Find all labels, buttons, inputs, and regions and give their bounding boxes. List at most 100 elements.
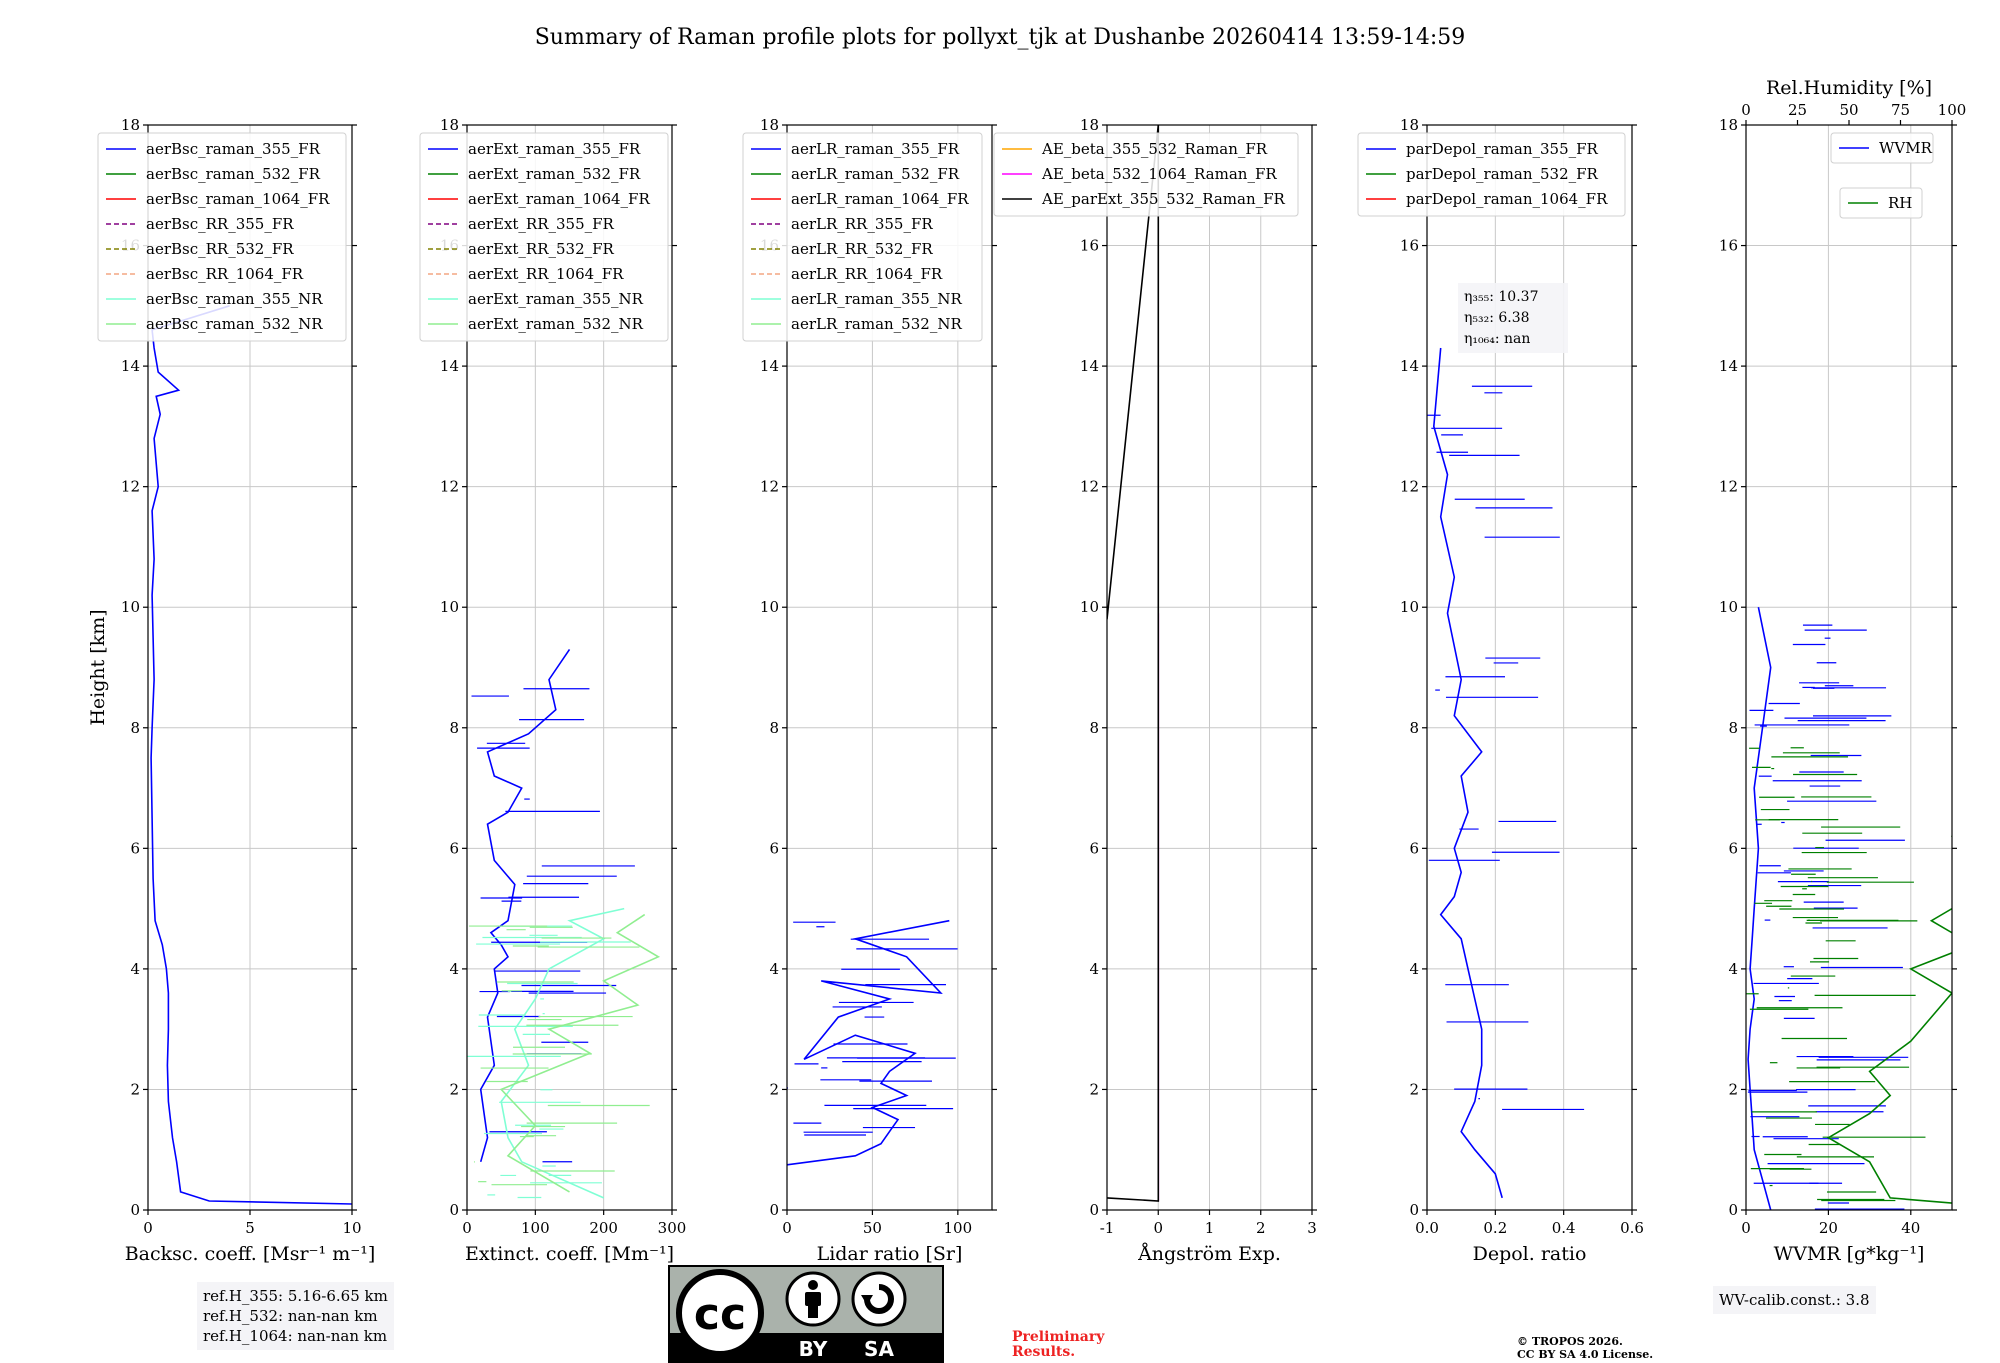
- y-tick-label: 6: [130, 839, 140, 857]
- copyright-line-2: CC BY SA 4.0 License.: [1517, 1348, 1654, 1361]
- reference-height-box: ref.H_355: 5.16-6.65 km ref.H_532: nan-n…: [197, 1282, 394, 1350]
- legend-label: aerExt_RR_355_FR: [468, 215, 615, 233]
- y-tick-label: 8: [130, 719, 140, 737]
- y-tick-label: 8: [1409, 719, 1419, 737]
- legend-label: AE_beta_355_532_Raman_FR: [1041, 140, 1268, 158]
- y-tick-label: 10: [440, 598, 459, 616]
- legend-label: aerExt_raman_532_FR: [468, 165, 641, 183]
- legend-label: parDepol_raman_1064_FR: [1406, 190, 1608, 208]
- x-axis-label: Ångström Exp.: [1137, 1243, 1281, 1265]
- legend-box: [419, 132, 669, 342]
- panel-ext: 0246810121416180100200300Extinct. coeff.…: [419, 116, 687, 1265]
- panel-bsc: 0246810121416180510Backsc. coeff. [Msr⁻¹…: [87, 116, 375, 1265]
- y-tick-label: 12: [440, 478, 459, 496]
- y-tick-label: 12: [760, 478, 779, 496]
- legend-label: AE_parExt_355_532_Raman_FR: [1041, 190, 1286, 208]
- y-tick-label: 6: [1728, 839, 1738, 857]
- ref-h-1064-text: ref.H_1064: nan-nan km: [203, 1327, 388, 1345]
- legend-box: [742, 132, 983, 342]
- y-tick-label: 14: [1080, 357, 1099, 375]
- y-tick-label: 4: [1728, 960, 1738, 978]
- x-tick-label: 0.2: [1483, 1219, 1507, 1237]
- legend-label: aerExt_RR_532_FR: [468, 240, 615, 258]
- x-tick-label: 0.6: [1620, 1219, 1644, 1237]
- annotation-text: η₅₃₂: 6.38: [1464, 310, 1530, 326]
- copyright-line-1: © TROPOS 2026.: [1517, 1335, 1623, 1348]
- legend-label: aerBsc_RR_355_FR: [146, 215, 294, 233]
- panels: 0246810121416180510Backsc. coeff. [Msr⁻¹…: [87, 77, 1966, 1265]
- legend-label: WVMR: [1879, 139, 1933, 157]
- x-tick-label: 1: [1205, 1219, 1215, 1237]
- legend-label: aerLR_RR_1064_FR: [791, 265, 943, 283]
- copyright-note: © TROPOS 2026. CC BY SA 4.0 License.: [1517, 1335, 1653, 1361]
- legend-label: RH: [1888, 194, 1912, 212]
- legend-label: aerLR_raman_532_NR: [791, 315, 962, 333]
- y-tick-label: 18: [760, 116, 779, 134]
- x-axis-label: Backsc. coeff. [Msr⁻¹ m⁻¹]: [125, 1243, 376, 1265]
- panel-depol: 0 2 4 6 8 10 12 14 16 18 0.0 0.2 0.4 0.6 Depol. ratio p…: [1357, 116, 1644, 1265]
- y-tick-label: 14: [1719, 357, 1738, 375]
- x-tick-label: 100: [521, 1219, 550, 1237]
- y-tick-label: 6: [1089, 839, 1099, 857]
- legend-box: [1357, 132, 1626, 217]
- y-tick-label: 10: [1719, 598, 1738, 616]
- x-tick-label: 50: [863, 1219, 882, 1237]
- y-tick-label: 18: [1080, 116, 1099, 134]
- y-tick-label: 12: [1719, 478, 1738, 496]
- ref-h-532-text: ref.H_532: nan-nan km: [203, 1307, 378, 1325]
- series-line-parDepol_raman_355_FR: [1432, 347, 1503, 1199]
- series-group: [1746, 607, 1952, 1210]
- legend-box: [1839, 187, 1923, 219]
- x-tick-label: -1: [1100, 1219, 1115, 1237]
- legend-box: [97, 132, 347, 342]
- y-tick-label: 10: [1400, 598, 1419, 616]
- y-tick-label: 8: [449, 719, 459, 737]
- legend-label: aerBsc_raman_532_FR: [146, 165, 321, 183]
- legend-label: aerExt_raman_1064_FR: [468, 190, 650, 208]
- legend-label: parDepol_raman_532_FR: [1406, 165, 1599, 183]
- wv-calibration-box: WV-calib.const.: 3.8: [1713, 1286, 1876, 1314]
- x-tick-label: 5: [245, 1219, 255, 1237]
- legend-label: aerExt_raman_355_FR: [468, 140, 641, 158]
- x-axis-label: WVMR [g*kg⁻¹]: [1774, 1243, 1925, 1265]
- y-tick-label: 12: [1080, 478, 1099, 496]
- y-tick-label: 0: [1409, 1201, 1419, 1219]
- x-tick-label: 20: [1819, 1219, 1838, 1237]
- y-tick-label: 0: [130, 1201, 140, 1219]
- y-tick-label: 14: [440, 357, 459, 375]
- y-tick-label: 16: [1719, 237, 1738, 255]
- x-tick-label: 0: [1741, 1219, 1751, 1237]
- axes-frame: [1745, 124, 1953, 1211]
- y-tick-label: 8: [1089, 719, 1099, 737]
- y-tick-label: 10: [1080, 598, 1099, 616]
- y-tick-label: 4: [1089, 960, 1099, 978]
- x-tick-label: 300: [658, 1219, 687, 1237]
- legend-label: aerLR_RR_532_FR: [791, 240, 933, 258]
- x-tick-label: 10: [342, 1219, 361, 1237]
- figure-title: Summary of Raman profile plots for polly…: [535, 25, 1466, 50]
- y-tick-label: 14: [121, 357, 140, 375]
- legend-label: aerLR_RR_355_FR: [791, 215, 933, 233]
- annotation-box: [1458, 283, 1568, 353]
- y-tick-label: 0: [769, 1201, 779, 1219]
- legend-label: aerBsc_raman_355_FR: [146, 140, 321, 158]
- series-line-aerExt_raman_355_NR: [500, 907, 625, 1199]
- series-group: [787, 919, 958, 1166]
- y-tick-label: 14: [760, 357, 779, 375]
- x2-axis-label: Rel.Humidity [%]: [1766, 77, 1932, 99]
- x-axis-label: Depol. ratio: [1473, 1243, 1587, 1265]
- legend-label: aerBsc_RR_532_FR: [146, 240, 294, 258]
- series-line-aerExt_raman_355_FR: [479, 648, 571, 1163]
- y-tick-label: 0: [449, 1201, 459, 1219]
- legend-label: aerExt_raman_355_NR: [468, 290, 644, 308]
- x2-tick-label: 50: [1839, 101, 1858, 119]
- y-tick-label: 2: [449, 1080, 459, 1098]
- legend-label: aerLR_raman_355_NR: [791, 290, 962, 308]
- y-tick-label: 12: [121, 478, 140, 496]
- annotation-text: η₁₀₆₄: nan: [1464, 331, 1530, 347]
- y-tick-label: 4: [449, 960, 459, 978]
- x2-tick-label: 75: [1891, 101, 1910, 119]
- y-tick-label: 4: [130, 960, 140, 978]
- x-tick-label: 2: [1256, 1219, 1266, 1237]
- legend-label: aerBsc_raman_532_NR: [146, 315, 323, 333]
